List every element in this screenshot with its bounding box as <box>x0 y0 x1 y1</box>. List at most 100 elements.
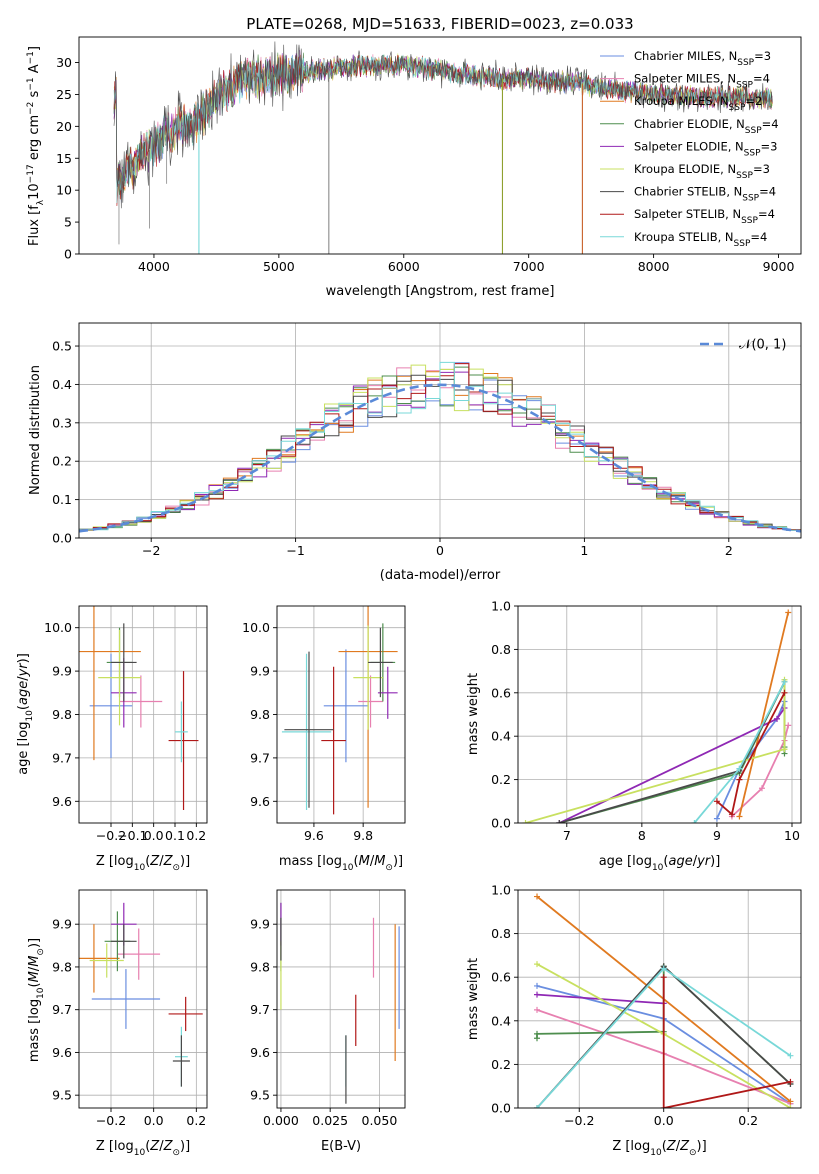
y-tick-label: 9.7 <box>52 1002 72 1017</box>
errorbar-point <box>168 996 203 1032</box>
panel-weight_vs_age: 7 8 9 10 0.0 0.2 0.4 0.6 0.8 1.0 age [log10(age/yr… <box>466 599 802 873</box>
y-tick-label: 0.4 <box>491 1013 511 1028</box>
errorbar-point <box>284 651 334 808</box>
y-tick-label: 9.6 <box>250 1045 270 1060</box>
axes-frame: 7 8 9 10 0.0 0.2 0.4 0.6 0.8 1.0 age [log10(age/yr… <box>466 599 802 873</box>
y-tick-label: 0 <box>64 247 72 262</box>
weight-marker <box>736 765 743 772</box>
x-tick-label: 9 <box>713 828 721 843</box>
y-tick-label: 9.9 <box>52 917 72 932</box>
x-tick-label: 10 <box>784 828 800 843</box>
axes-frame: −2 −1 0 1 2 0.0 0.1 0.2 0.3 0.4 0.5 𝒩(0, 1) (data-mo… <box>28 322 802 583</box>
y-tick-label: 0.3 <box>52 415 72 430</box>
y-tick-label: 9.9 <box>250 917 270 932</box>
x-axis-label: (data-model)/error <box>380 568 501 583</box>
y-tick-label: 0.2 <box>491 772 511 787</box>
y-tick-label: 1.0 <box>491 599 511 614</box>
x-axis-label: Z [log10(Z/Z⊙)] <box>612 1139 706 1158</box>
y-tick-label: 10 <box>56 183 72 198</box>
weight-marker <box>522 820 529 823</box>
errorbar-point <box>98 629 141 726</box>
x-tick-label: 0.000 <box>263 1113 299 1128</box>
y-tick-label: 0.5 <box>52 339 72 354</box>
x-axis-label: E(B-V) <box>321 1139 361 1154</box>
x-tick-label: 0.0 <box>144 828 164 843</box>
x-tick-label: −0.2 <box>564 1113 594 1128</box>
y-tick-label: 1.0 <box>491 883 511 898</box>
x-tick-label: −0.2 <box>96 828 126 843</box>
axes-box <box>78 889 208 1109</box>
errorbar-point <box>377 666 398 719</box>
y-tick-label: 9.8 <box>250 959 270 974</box>
axes-box <box>517 605 802 824</box>
errorbar-point <box>321 666 346 815</box>
weight-marker <box>534 982 541 989</box>
spectrum-line <box>113 41 773 209</box>
plot-area <box>522 609 792 823</box>
x-tick-label: 1 <box>580 543 588 558</box>
weight-marker <box>787 1105 794 1108</box>
legend-label: Salpeter MILES, NSSP=4 <box>634 72 770 91</box>
panel-age_vs_mass: 9.6 9.8 9.6 9.7 9.8 9.9 10.0 mass [log10(M/M⊙)] <box>242 605 406 873</box>
y-tick-label: 9.6 <box>52 794 72 809</box>
x-tick-label: 8000 <box>638 259 670 274</box>
histogram-step <box>79 361 801 531</box>
panel-residuals: −2 −1 0 1 2 0.0 0.1 0.2 0.3 0.4 0.5 𝒩(0, 1) (data-mo… <box>28 322 802 583</box>
weight-marker <box>781 689 788 696</box>
errorbar-point <box>172 1035 190 1087</box>
axes-frame: 0.000 0.025 0.050 9.5 9.6 9.7 9.8 9.9 E(B-V) <box>250 889 406 1154</box>
weight-marker <box>534 961 541 968</box>
legend-label: Kroupa ELODIE, NSSP=3 <box>634 162 770 181</box>
legend: 𝒩(0, 1) <box>700 338 786 353</box>
x-tick-label: 6000 <box>388 259 420 274</box>
errorbar-point <box>111 924 137 959</box>
weight-marker <box>736 776 743 783</box>
errorbar-point <box>119 675 163 728</box>
axes-box <box>78 36 802 255</box>
errorbar-point <box>353 625 383 730</box>
y-tick-label: 9.6 <box>250 794 270 809</box>
normal-curve <box>79 383 801 533</box>
y-tick-label: 30 <box>56 55 72 70</box>
x-tick-label: 8 <box>638 828 646 843</box>
y-tick-label: 5 <box>64 215 72 230</box>
figure-title: PLATE=0268, MJD=51633, FIBERID=0023, z=0… <box>246 15 633 33</box>
axes-frame: 9.6 9.8 9.6 9.7 9.8 9.9 10.0 mass [log10(M/M⊙)] <box>242 605 406 873</box>
legend-label: Salpeter STELIB, NSSP=4 <box>634 207 775 226</box>
y-tick-label: 10.0 <box>44 620 72 635</box>
y-tick-label: 0.1 <box>52 492 72 507</box>
x-tick-label: 9.6 <box>304 828 324 843</box>
x-tick-label: 0.1 <box>165 828 185 843</box>
y-tick-label: 25 <box>56 87 72 102</box>
x-tick-label: 5000 <box>263 259 295 274</box>
weight-marker <box>785 722 792 729</box>
y-tick-label: 0.2 <box>491 1057 511 1072</box>
weight-marker <box>713 815 720 822</box>
weight-marker <box>713 798 720 805</box>
y-axis-label: age [log10(age/yr)] <box>16 653 35 775</box>
errorbar-point <box>111 623 137 702</box>
panel-mass_vs_Z: −0.2 0.0 0.2 9.5 9.6 9.7 9.8 9.9 Z [log10(Z/Z⊙)]… <box>27 889 208 1158</box>
legend-label: Chabrier ELODIE, NSSP=4 <box>634 117 779 136</box>
x-tick-label: 7 <box>563 828 571 843</box>
y-tick-label: 9.7 <box>52 750 72 765</box>
y-tick-label: 0.8 <box>491 642 511 657</box>
y-tick-label: 0.6 <box>491 685 511 700</box>
plot-area <box>79 606 199 810</box>
weight-marker <box>787 1078 794 1085</box>
weight-marker <box>660 965 667 972</box>
y-tick-label: 9.8 <box>250 707 270 722</box>
weight-marker <box>736 813 743 820</box>
x-tick-label: −0.1 <box>117 828 147 843</box>
weight-marker <box>785 609 792 616</box>
weight-marker <box>556 820 563 823</box>
y-tick-label: 0.0 <box>491 816 511 831</box>
errorbar-point <box>91 969 161 1029</box>
legend-label: Chabrier STELIB, NSSP=4 <box>634 185 776 204</box>
plot-area <box>280 902 400 1104</box>
errorbar-point <box>368 627 393 698</box>
y-tick-label: 9.9 <box>52 664 72 679</box>
plot-area <box>79 361 801 533</box>
axes-box <box>517 889 802 1109</box>
